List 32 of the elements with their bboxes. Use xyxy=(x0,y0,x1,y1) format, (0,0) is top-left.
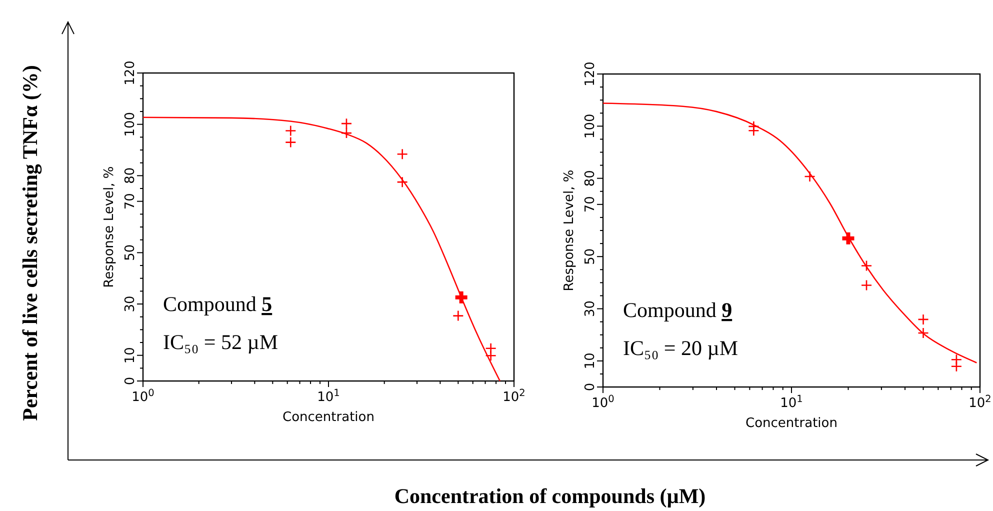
x-tick-label: 10$^{0}$ xyxy=(132,388,154,405)
y-tick-label: 0 xyxy=(123,376,138,386)
y-tick-label: 120 xyxy=(583,62,598,86)
y-axis-title: Response Level, % xyxy=(102,166,117,288)
y-tick-label: 70 xyxy=(123,193,138,210)
x-tick-label: 10$^{2}$ xyxy=(968,394,992,411)
y-tick-label: 100 xyxy=(123,112,138,137)
x-tick-label: 10$^{0}$ xyxy=(592,394,614,411)
annotation: IC₅₀ = 52 µM xyxy=(163,330,278,354)
annotation: IC₅₀ = 20 µM xyxy=(623,336,738,360)
text: Concentration of compounds (µM) xyxy=(394,484,706,508)
annotation: Compound 5 xyxy=(163,292,272,316)
y-tick-label: 50 xyxy=(583,248,598,265)
annotation: Compound 9 xyxy=(623,298,732,322)
x-tick-label: 10$^{2}$ xyxy=(502,388,526,405)
y-tick-label: 30 xyxy=(583,300,598,318)
y-tick-label: 10 xyxy=(583,352,598,370)
y-tick-label: 80 xyxy=(123,167,138,184)
x-tick-label: 10$^{1}$ xyxy=(317,388,340,405)
y-tick-label: 50 xyxy=(123,244,138,261)
y-tick-label: 80 xyxy=(583,170,598,187)
x-axis-title: Concentration xyxy=(282,410,374,425)
y-tick-label: 70 xyxy=(583,196,598,213)
x-axis-title: Concentration xyxy=(746,416,838,431)
y-tick-label: 0 xyxy=(583,382,598,392)
y-axis-title: Response Level, % xyxy=(562,170,577,292)
y-tick-label: 120 xyxy=(123,60,138,86)
y-tick-label: 10 xyxy=(123,347,138,364)
x-tick-label: 10$^{1}$ xyxy=(780,394,803,411)
y-tick-label: 100 xyxy=(583,114,598,139)
text: Percent of live cells secreting TNFα (%) xyxy=(18,65,42,421)
y-tick-label: 30 xyxy=(123,296,138,312)
